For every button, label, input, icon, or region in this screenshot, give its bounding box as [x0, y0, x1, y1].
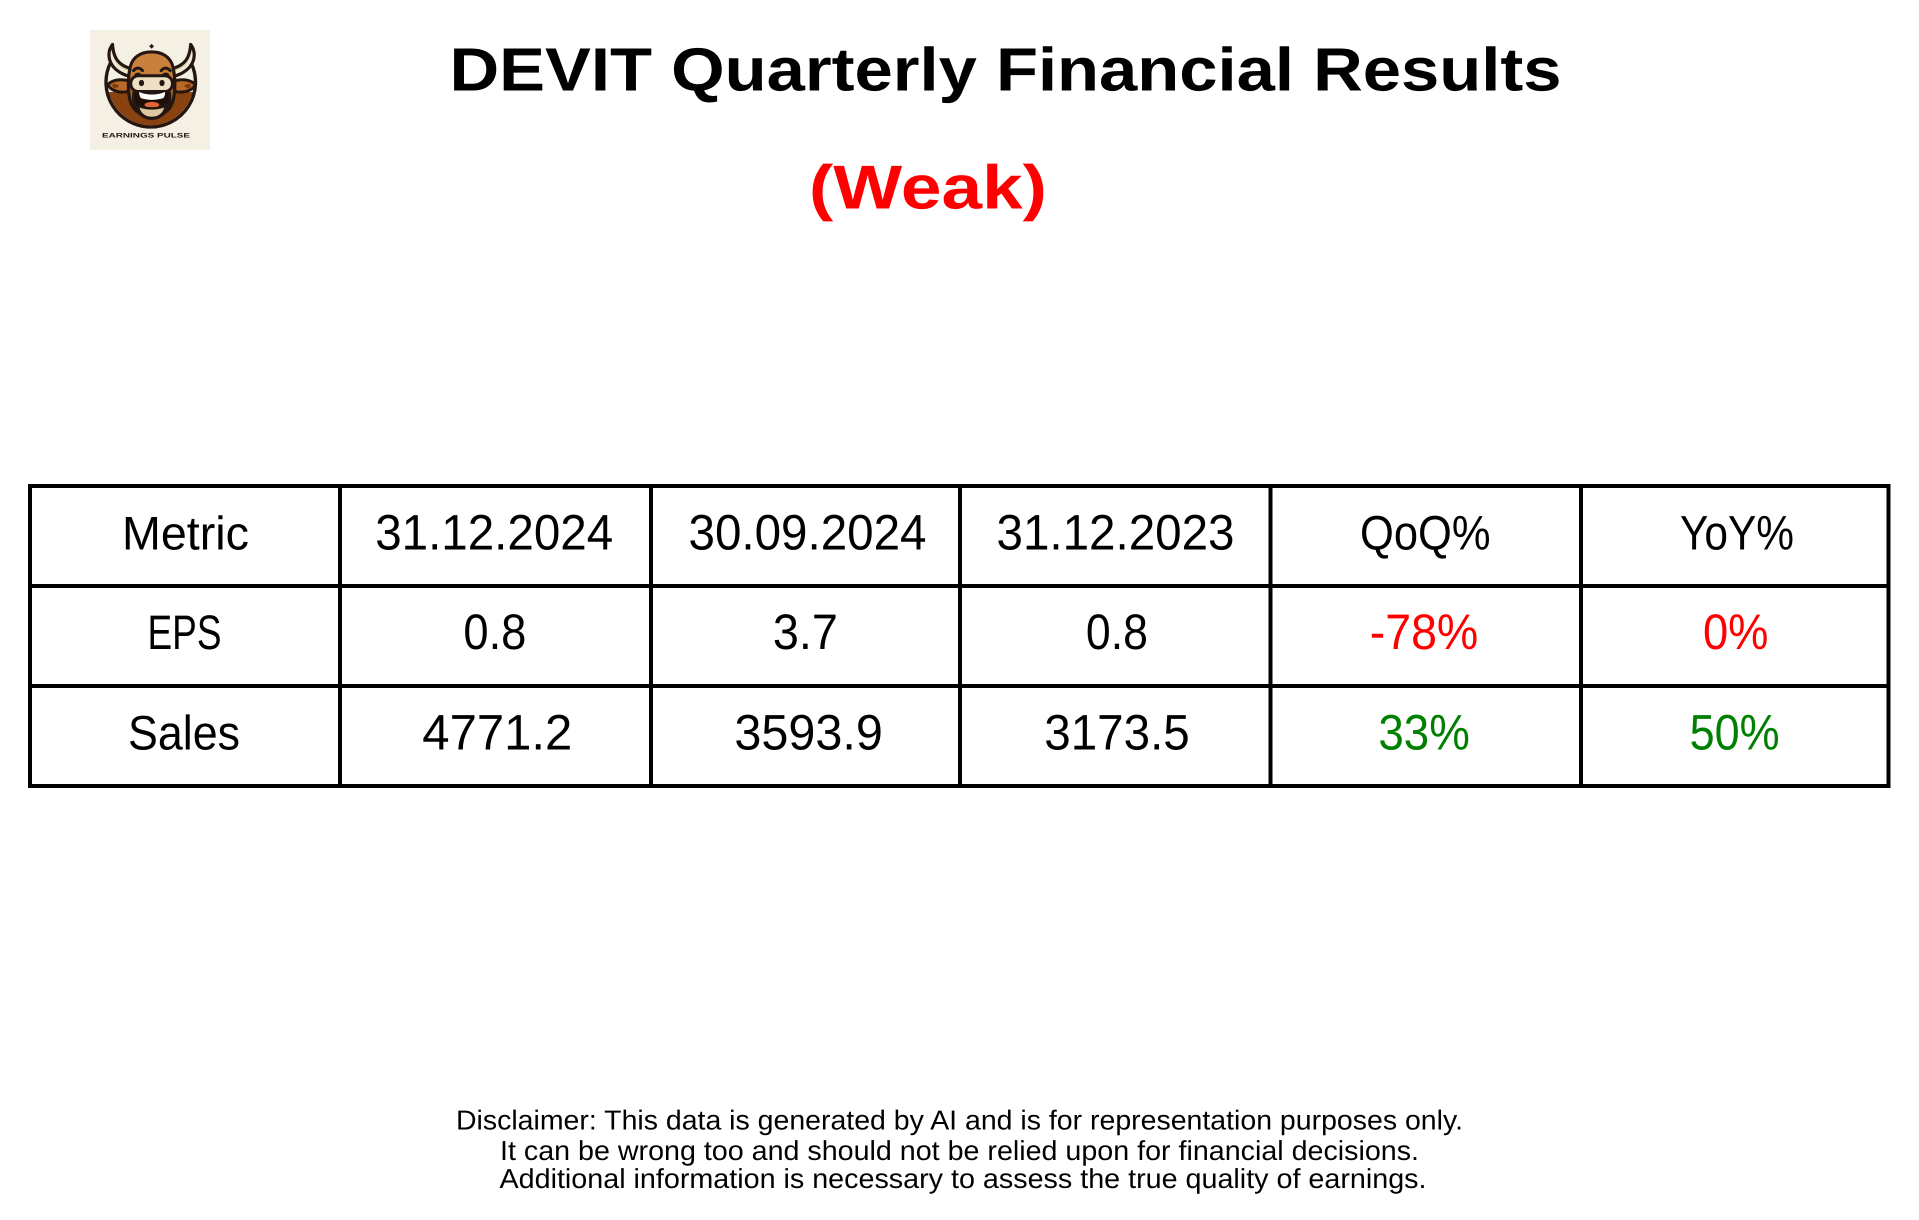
svg-text:Additional information is nece: Additional information is necessary to a…: [500, 1163, 1427, 1194]
svg-text:EPS: EPS: [148, 606, 222, 660]
svg-text:DEVIT Quarterly Financial Resu: DEVIT Quarterly Financial Results: [450, 36, 1562, 104]
svg-text:It can be wrong too and should: It can be wrong too and should not be re…: [500, 1135, 1419, 1166]
svg-text:31.12.2024: 31.12.2024: [375, 505, 613, 561]
svg-text:Metric: Metric: [122, 508, 249, 561]
svg-text:3173.5: 3173.5: [1044, 705, 1190, 761]
svg-text:QoQ%: QoQ%: [1360, 507, 1491, 561]
svg-text:(Weak): (Weak): [809, 154, 1047, 223]
svg-text:0.8: 0.8: [463, 604, 526, 660]
svg-text:4771.2: 4771.2: [422, 705, 572, 761]
svg-text:EARNINGS PULSE: EARNINGS PULSE: [102, 133, 191, 140]
svg-text:-78%: -78%: [1370, 604, 1479, 660]
svg-text:3.7: 3.7: [773, 604, 838, 660]
svg-text:3593.9: 3593.9: [734, 705, 883, 761]
svg-text:0%: 0%: [1703, 604, 1769, 660]
svg-text:50%: 50%: [1690, 705, 1780, 761]
svg-text:Sales: Sales: [128, 707, 240, 761]
svg-text:31.12.2023: 31.12.2023: [997, 505, 1235, 561]
svg-text:33%: 33%: [1378, 705, 1470, 761]
svg-text:Disclaimer: This data is gener: Disclaimer: This data is generated by AI…: [456, 1105, 1463, 1136]
svg-text:30.09.2024: 30.09.2024: [689, 505, 927, 561]
svg-text:0.8: 0.8: [1086, 604, 1148, 660]
svg-text:YoY%: YoY%: [1680, 507, 1794, 561]
